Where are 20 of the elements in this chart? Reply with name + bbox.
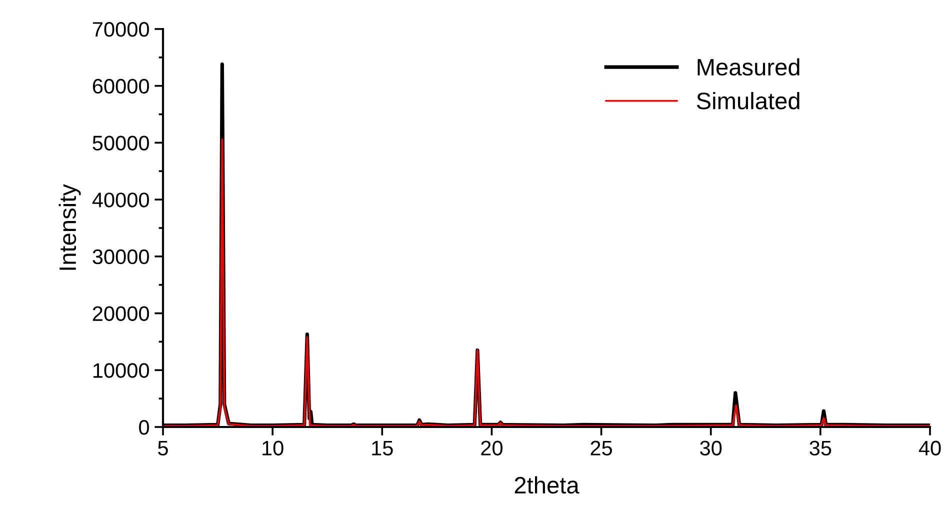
legend-label: Simulated: [696, 92, 800, 110]
x-tick-label: 30: [700, 440, 722, 456]
y-tick-label: 70000: [92, 22, 149, 37]
legend-label: Measured: [698, 58, 800, 76]
y-tick-label: 20000: [92, 306, 149, 322]
x-tick-label: 5: [158, 440, 168, 456]
y-tick-label: 60000: [92, 78, 149, 94]
x-tick-label: 40: [918, 440, 941, 456]
x-tick-label: 10: [262, 440, 284, 456]
y-tick-label: 50000: [92, 136, 149, 150]
x-tick-label: 15: [372, 440, 393, 456]
y-tick-label: 10000: [93, 363, 149, 378]
y-tick-label: 0: [139, 420, 149, 435]
x-axis-title: 2theta: [514, 476, 580, 494]
y-axis-title: Intensity: [58, 184, 81, 270]
x-tick-label: 20: [481, 440, 502, 456]
x-tick-label: 25: [590, 440, 612, 456]
y-tick-label: 40000: [92, 192, 149, 208]
y-tick-label: 30000: [92, 249, 149, 264]
x-tick-label: 35: [810, 440, 832, 456]
